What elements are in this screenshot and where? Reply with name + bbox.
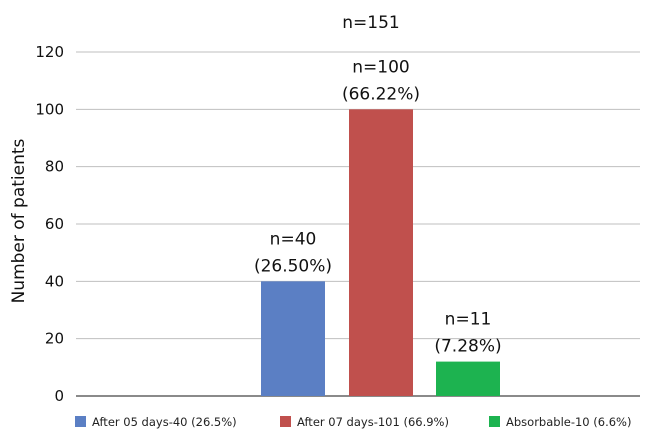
legend-swatch xyxy=(280,416,291,427)
data-label-count: n=40 xyxy=(270,229,317,249)
legend-label: After 05 days-40 (26.5%) xyxy=(92,415,237,429)
legend-swatch xyxy=(489,416,500,427)
bar xyxy=(349,109,413,396)
y-tick-label: 60 xyxy=(45,215,64,233)
bar xyxy=(436,361,500,396)
data-label-count: n=100 xyxy=(352,57,409,77)
data-label-count: n=11 xyxy=(445,310,492,330)
data-labels: n=40 (26.50%) n=100 (66.22%) n=11 (7.28%) xyxy=(254,57,502,356)
legend-swatch xyxy=(75,416,86,427)
legend-label: After 07 days-101 (66.9%) xyxy=(297,415,449,429)
y-axis-ticks: 0 20 40 60 80 100 120 xyxy=(35,43,64,405)
bar xyxy=(261,281,325,396)
y-tick-label: 100 xyxy=(35,100,64,118)
y-tick-label: 40 xyxy=(45,272,64,290)
y-tick-label: 120 xyxy=(35,43,64,61)
data-label-percent: (66.22%) xyxy=(342,84,420,104)
data-label-percent: (26.50%) xyxy=(254,256,332,276)
chart-title: n=151 xyxy=(342,13,399,33)
data-label-percent: (7.28%) xyxy=(434,337,501,357)
legend: After 05 days-40 (26.5%) After 07 days-10… xyxy=(75,415,631,429)
bars xyxy=(261,109,500,396)
y-tick-label: 20 xyxy=(45,330,64,348)
legend-label: Absorbable-10 (6.6%) xyxy=(506,415,631,429)
y-tick-label: 80 xyxy=(45,158,64,176)
y-tick-label: 0 xyxy=(54,387,64,405)
y-axis-title: Number of patients xyxy=(9,138,29,303)
